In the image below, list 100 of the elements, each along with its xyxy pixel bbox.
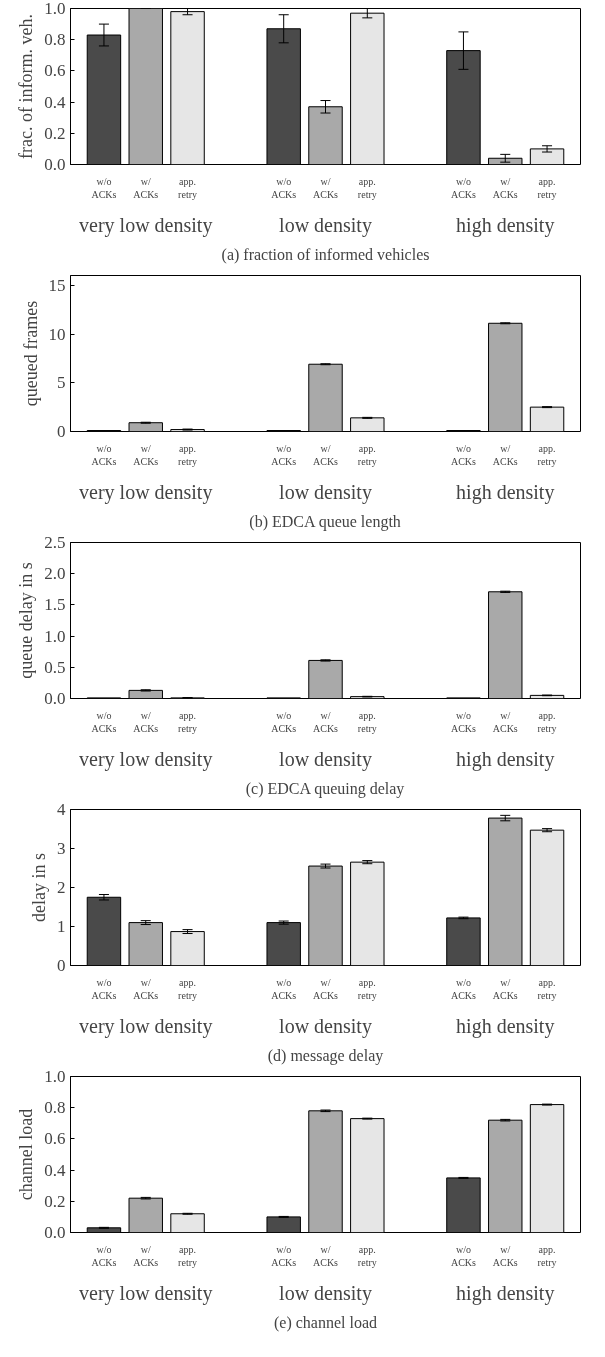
x-tick-label: very low density	[79, 1014, 213, 1038]
bar	[266, 1216, 301, 1233]
x-tick-label: low density	[279, 747, 372, 771]
text: w/o ACKs	[271, 442, 297, 467]
series-label: w/o ACKs	[91, 709, 117, 734]
text: w/o ACKs	[271, 1243, 297, 1268]
bar	[170, 11, 205, 165]
text: app. retry	[537, 442, 557, 467]
text: w/o ACKs	[271, 976, 297, 1001]
y-tick-label: 1	[57, 917, 66, 936]
x-tick-label: low density	[279, 480, 372, 504]
x-tick-label: high density	[456, 747, 555, 771]
x-tick-label: high density	[456, 480, 555, 504]
y-tick-label: 0.4	[44, 92, 66, 112]
y-tick-label: 0.0	[44, 689, 66, 708]
series-label: w/o ACKs	[91, 1243, 117, 1268]
x-tick-label: low density	[279, 213, 372, 237]
text: (a) fraction of informed vehicles	[221, 245, 430, 264]
text: app. retry	[357, 442, 377, 467]
y-axis-title: frac. of inform. veh.	[16, 14, 37, 159]
y-tick-label: 0.6	[44, 61, 66, 81]
text: app. retry	[357, 1243, 377, 1268]
text: w/ ACKs	[492, 709, 518, 734]
series-label: w/ ACKs	[133, 1243, 159, 1268]
series-label: app. retry	[178, 1243, 197, 1268]
y-tick-label: 0.2	[44, 123, 66, 143]
y-tick-label: 2.5	[44, 533, 66, 552]
bar	[266, 922, 301, 966]
text: app. retry	[537, 976, 557, 1001]
text: w/o ACKs	[450, 976, 476, 1001]
text: w/o ACKs	[450, 175, 476, 200]
text: app. retry	[357, 976, 377, 1001]
bar	[529, 148, 565, 165]
y-axis-title: channel load	[16, 1108, 37, 1201]
text: (b) EDCA queue length	[249, 512, 401, 531]
y-tick-label: 0	[57, 956, 66, 975]
text: w/ ACKs	[492, 976, 518, 1001]
bar	[446, 917, 481, 966]
y-tick-label: 2.0	[44, 564, 66, 584]
bar	[350, 861, 385, 966]
x-tick-label: very low density	[79, 1281, 213, 1305]
y-tick-label: 0.0	[44, 1223, 66, 1242]
text: w/o ACKs	[271, 709, 297, 734]
y-tick-label: 1.0	[44, 1067, 66, 1086]
bar	[350, 1118, 385, 1233]
bar	[128, 689, 163, 699]
bar	[308, 659, 343, 699]
y-tick-label: 0	[57, 422, 66, 441]
bar	[170, 1213, 205, 1233]
text: app. retry	[357, 175, 377, 200]
x-tick-label: high density	[456, 213, 555, 237]
text: w/o ACKs	[450, 709, 476, 734]
text: w/o ACKs	[271, 175, 297, 200]
series-label: w/ ACKs	[133, 709, 159, 734]
y-tick-label: 0.5	[44, 657, 66, 677]
series-label: app. retry	[178, 442, 197, 467]
series-label: w/o ACKs	[91, 442, 117, 467]
y-tick-label: 1.0	[44, 0, 66, 18]
y-tick-label: 0.8	[44, 30, 66, 50]
y-tick-label: 0.2	[44, 1191, 66, 1211]
y-tick-label: 1.0	[44, 626, 66, 646]
x-tick-label: very low density	[79, 213, 213, 237]
bar	[488, 591, 523, 699]
series-label: w/o ACKs	[91, 175, 117, 200]
text: app. retry	[537, 1243, 557, 1268]
bar	[308, 363, 343, 432]
series-label: app. retry	[178, 976, 197, 1001]
y-axis-title: queue delay in s	[16, 562, 37, 679]
bar	[86, 896, 122, 966]
text: w/ ACKs	[313, 442, 339, 467]
bar	[529, 406, 565, 432]
y-tick-label: 10	[48, 324, 66, 344]
x-tick-label: low density	[279, 1014, 372, 1038]
text: w/o ACKs	[450, 442, 476, 467]
x-tick-label: low density	[279, 1281, 372, 1305]
bar	[170, 931, 205, 966]
y-tick-label: 0.8	[44, 1098, 66, 1118]
y-tick-label: 5	[57, 373, 66, 393]
bar	[350, 417, 385, 432]
y-tick-label: 0.6	[44, 1129, 66, 1149]
y-tick-label: 4	[57, 800, 66, 819]
text: w/ ACKs	[313, 1243, 339, 1268]
series-label: w/ ACKs	[133, 175, 159, 200]
text: app. retry	[357, 709, 377, 734]
x-tick-label: very low density	[79, 480, 213, 504]
text: w/ ACKs	[313, 709, 339, 734]
series-label: app. retry	[178, 709, 197, 734]
y-tick-label: 0.0	[44, 155, 66, 174]
text: app. retry	[537, 709, 557, 734]
x-tick-label: high density	[456, 1014, 555, 1038]
x-tick-label: high density	[456, 1281, 555, 1305]
text: w/ ACKs	[492, 175, 518, 200]
y-tick-label: 0.4	[44, 1160, 66, 1180]
series-label: w/ ACKs	[133, 976, 159, 1001]
series-label: w/o ACKs	[91, 976, 117, 1001]
bar	[488, 1119, 523, 1233]
y-tick-label: 2	[57, 878, 66, 897]
text: (e) channel load	[273, 1313, 378, 1332]
text: w/ ACKs	[492, 1243, 518, 1268]
bar	[488, 817, 523, 966]
